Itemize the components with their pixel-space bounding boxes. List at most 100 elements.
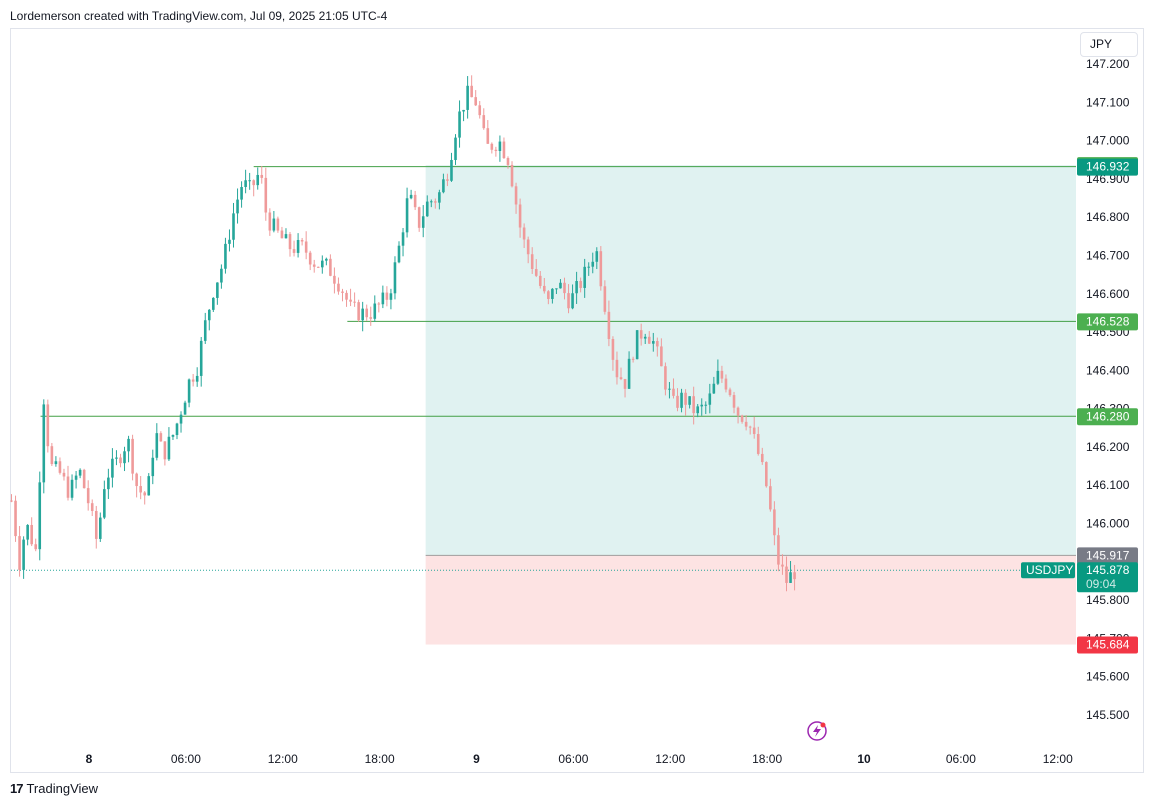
- candle-body: [551, 288, 554, 299]
- candle-body: [94, 510, 98, 539]
- price-tick-label: 146.200: [1086, 440, 1130, 454]
- candle-body: [752, 427, 756, 435]
- candle-body: [470, 85, 473, 98]
- candle-body: [712, 383, 716, 394]
- candle-body: [688, 396, 691, 405]
- candle-body: [603, 286, 607, 312]
- candle-body: [486, 128, 490, 144]
- time-tick-label: 06:00: [558, 752, 588, 766]
- candle-body: [482, 115, 486, 129]
- candle-body: [337, 283, 340, 292]
- candle-body: [781, 564, 784, 567]
- candle-body: [240, 187, 243, 200]
- stop-price-tag: 145.684: [1086, 638, 1130, 652]
- candle-body: [526, 239, 530, 255]
- candle-body: [466, 85, 469, 110]
- candle-body: [272, 218, 276, 231]
- candle-body: [115, 457, 118, 459]
- horizontal-levels: [11, 166, 1076, 571]
- candle-body: [434, 201, 437, 203]
- candle-body: [42, 404, 46, 483]
- candle-body: [268, 212, 272, 231]
- candle-body: [381, 292, 385, 305]
- time-tick-label: 9: [473, 752, 480, 766]
- candle-body: [333, 275, 336, 284]
- level-price-tag-1: 146.932: [1086, 160, 1130, 174]
- candle-body: [58, 461, 62, 473]
- candle-body: [756, 434, 760, 454]
- time-tick-label: 12:00: [268, 752, 298, 766]
- candle-body: [111, 458, 114, 478]
- candle-body: [147, 476, 151, 496]
- candle-body: [62, 472, 66, 477]
- candle-body: [765, 462, 768, 487]
- candle-body: [135, 473, 138, 487]
- candle-body: [397, 245, 401, 263]
- candle-body: [228, 239, 231, 244]
- candle-body: [744, 421, 748, 427]
- candle-body: [724, 378, 728, 390]
- symbol-tag-bg: [1021, 562, 1075, 579]
- candle-body: [740, 415, 744, 422]
- candle-body: [46, 404, 50, 447]
- price-tick-label: 145.500: [1086, 708, 1130, 722]
- candle-body: [599, 251, 603, 287]
- candle-body: [14, 500, 17, 537]
- currency-selector[interactable]: JPY: [1080, 32, 1138, 57]
- candle-body: [216, 282, 219, 298]
- lightning-icon[interactable]: [807, 721, 827, 741]
- candle-body: [708, 393, 712, 405]
- price-tick-label: 146.800: [1086, 210, 1130, 224]
- time-tick-label: 10: [857, 752, 871, 766]
- candle-body: [591, 261, 595, 267]
- time-tick-label: 18:00: [365, 752, 395, 766]
- candle-body: [369, 317, 373, 319]
- candle-body: [175, 423, 179, 436]
- candle-body: [704, 404, 708, 406]
- candle-body: [413, 194, 417, 208]
- level-price-tag-1-bg: [1077, 158, 1138, 176]
- candle-body: [401, 232, 405, 246]
- candle-body: [571, 293, 574, 309]
- candle-body: [26, 524, 29, 540]
- candle-body: [538, 275, 542, 286]
- candle-body: [236, 199, 239, 214]
- price-tick-label: 147.000: [1086, 134, 1130, 148]
- candle-body: [183, 402, 187, 415]
- candle-body: [139, 486, 142, 493]
- candle-body: [248, 180, 251, 182]
- candle-body: [409, 194, 413, 199]
- candle-body: [304, 241, 308, 253]
- candle-body: [664, 366, 667, 390]
- candle-body: [728, 389, 732, 396]
- candle-body: [736, 407, 740, 416]
- candle-body: [66, 476, 70, 498]
- level-price-tag-3-bg: [1077, 408, 1138, 426]
- candle-body: [78, 469, 82, 476]
- candle-body: [760, 453, 764, 463]
- candle-body: [50, 446, 54, 465]
- candle-body: [393, 262, 397, 294]
- tradingview-footer: 17 TradingView: [10, 781, 98, 796]
- candle-body: [187, 379, 191, 403]
- candle-body: [199, 340, 203, 376]
- candle-body: [365, 308, 369, 318]
- time-tick-label: 12:00: [655, 752, 685, 766]
- candle-body: [534, 269, 538, 276]
- candle-body: [10, 500, 13, 502]
- candle-body: [74, 475, 78, 480]
- candle-body: [195, 375, 199, 382]
- candle-body: [191, 379, 195, 382]
- candle-body: [244, 180, 247, 188]
- time-tick-label: 06:00: [171, 752, 201, 766]
- chart-frame: [10, 28, 1144, 773]
- candle-body: [510, 164, 514, 187]
- entry-price-tag: 145.917: [1086, 548, 1130, 562]
- candle-body: [716, 370, 720, 384]
- level-price-tag-2-bg: [1077, 313, 1138, 331]
- chart-attribution-header: Lordemerson created with TradingView.com…: [10, 9, 388, 23]
- candle-body: [316, 266, 320, 268]
- candle-body: [90, 503, 94, 511]
- candle-body: [280, 230, 284, 239]
